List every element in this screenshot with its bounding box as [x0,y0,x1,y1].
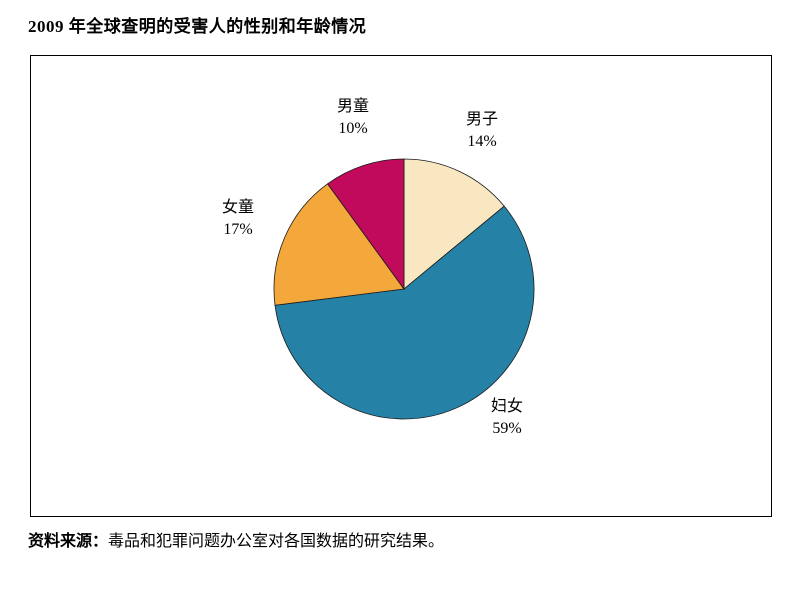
pie-slice-3 [327,158,405,291]
pie-label-boys-name: 男童 [336,98,369,115]
pie-label-women-pct: 59% [492,419,522,437]
pie-slice-1 [274,205,535,420]
chart-frame: 男童 10% 男子 14% 女童 17% 妇女 59% [30,55,772,517]
pie-label-girls-pct: 17% [223,220,253,238]
pie-label-men: 男子 14% [432,109,532,152]
chart-title: 2009 年全球查明的受害人的性别和年龄情况 [28,17,367,36]
pie-slice-2 [273,183,405,306]
source-note-label: 资料来源： [28,533,109,550]
pie-label-men-name: 男子 [465,111,498,128]
pie-label-men-pct: 14% [467,132,497,150]
pie-label-women-name: 妇女 [490,398,523,415]
source-note-text: 毒品和犯罪问题办公室对各国数据的研究结果。 [108,533,445,550]
pie-label-girls-name: 女童 [221,199,254,216]
pie-chart [273,158,535,420]
pie-label-women: 妇女 59% [457,396,557,439]
pie-slice-0 [403,158,505,290]
pie-label-boys: 男童 10% [303,96,403,139]
source-note: 资料来源：毒品和犯罪问题办公室对各国数据的研究结果。 [28,527,444,551]
pie-label-boys-pct: 10% [338,119,368,137]
pie-label-girls: 女童 17% [188,197,288,240]
